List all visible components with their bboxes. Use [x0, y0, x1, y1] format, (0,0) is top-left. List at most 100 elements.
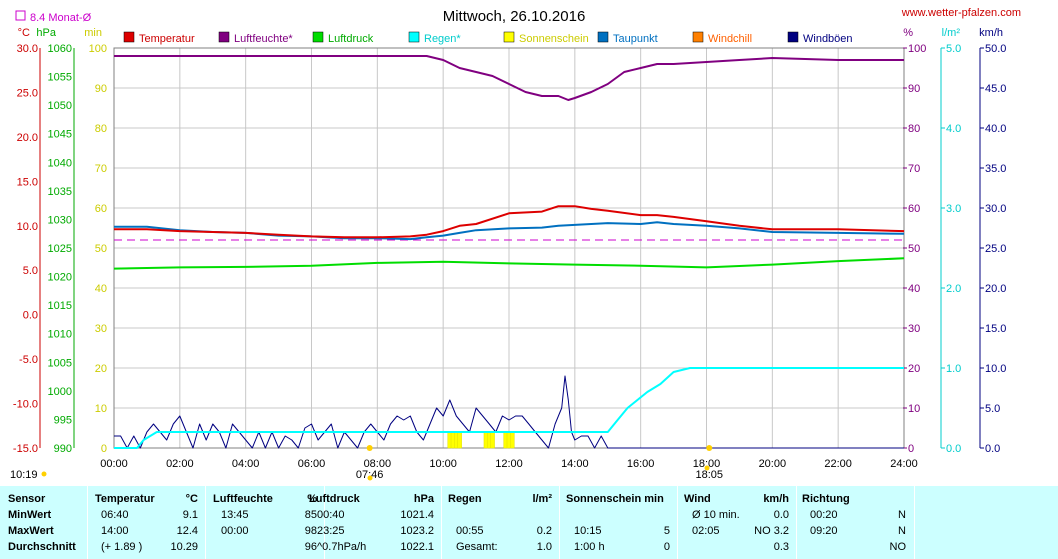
legend-swatch [312, 31, 324, 43]
tick-pct: 30 [908, 323, 920, 335]
legend-label: Temperatur [139, 33, 195, 45]
tick-min: 90 [95, 83, 107, 95]
statistics-table [0, 486, 1058, 559]
table-header-unit-1: °C [185, 493, 198, 505]
table-cell-value: 85 [304, 509, 317, 521]
table-header-3: Luftdruck [309, 493, 360, 505]
tick-min: 40 [95, 283, 107, 295]
tick-temp: 30.0 [17, 43, 38, 55]
table-divider [796, 486, 797, 559]
x-tick-label: 20:00 [759, 458, 787, 470]
axis-unit-lm2: l/m² [942, 27, 961, 39]
table-cell-value: 1.0 [536, 541, 552, 553]
tick-temp: -5.0 [19, 354, 38, 366]
table-divider [559, 486, 560, 559]
x-tick-label: 00:00 [100, 458, 128, 470]
tick-kmh: 10.0 [985, 363, 1006, 375]
axis-unit-min: min [84, 27, 102, 39]
month-avg-label: 8.4 Monat-Ø [30, 12, 92, 24]
tick-hpa: 1005 [48, 357, 72, 369]
table-header-unit-6: km/h [763, 493, 789, 505]
sunshine-bar [457, 431, 462, 449]
table-divider [205, 486, 206, 559]
tick-lm2: 3.0 [946, 203, 961, 215]
sunrise-marker [366, 445, 373, 451]
legend-label: Luftdruck [328, 33, 374, 45]
tick-min: 100 [89, 43, 107, 55]
table-header-4: Regen [448, 493, 482, 505]
table-cell-value: NO [889, 541, 907, 553]
tick-hpa: 1030 [48, 214, 72, 226]
table-cell-value: N [898, 509, 906, 521]
table-cell-time: 00:20 [810, 509, 838, 521]
tick-temp: 25.0 [17, 87, 38, 99]
tick-hpa: 1055 [48, 72, 72, 84]
tick-hpa: 1015 [48, 300, 72, 312]
tick-pct: 10 [908, 403, 920, 415]
table-header-unit-2: % [307, 493, 317, 505]
table-cell-time: 00:40 [317, 509, 345, 521]
tick-min: 50 [95, 243, 107, 255]
sunshine-bar [490, 431, 495, 449]
table-cell-time: Ø 10 min. [692, 509, 740, 521]
table-cell-value: 0.3 [773, 541, 789, 553]
table-cell-value: 0.2 [536, 525, 552, 537]
x-tick-label: 10:00 [429, 458, 457, 470]
tick-hpa: 995 [54, 414, 72, 426]
tick-lm2: 2.0 [946, 283, 961, 295]
x-tick-label: 08:00 [364, 458, 392, 470]
table-cell-value: 1022.1 [400, 541, 434, 553]
sunset-marker [706, 445, 713, 451]
series-luftdruck [113, 257, 905, 270]
tick-min: 60 [95, 203, 107, 215]
axis-unit-pct: % [903, 27, 913, 39]
tick-min: 0 [101, 443, 107, 455]
tick-hpa: 1000 [48, 386, 72, 398]
tick-temp: -15.0 [13, 443, 38, 455]
table-cell-value: 1021.4 [400, 509, 434, 521]
series-luftfeuchte [114, 55, 904, 101]
table-cell-time: ^0.7hPa/h [317, 541, 367, 553]
sunshine-bar [510, 431, 515, 449]
tick-kmh: 15.0 [985, 323, 1006, 335]
x-tick-label: 04:00 [232, 458, 260, 470]
table-cell-time: (+ 1.89 ) [101, 541, 143, 553]
table-header-unit-3: hPa [413, 493, 434, 505]
table-cell-value: 96 [304, 541, 317, 553]
series-temperatur [114, 205, 905, 239]
tick-min: 80 [95, 123, 107, 135]
table-cell-value: 98 [304, 525, 317, 537]
tick-kmh: 45.0 [985, 83, 1006, 95]
tick-temp: 20.0 [17, 132, 38, 144]
table-header-7: Richtung [802, 493, 850, 505]
axis-unit-temp: °C [18, 27, 30, 39]
table-row-label: MinWert [8, 509, 52, 521]
table-header-0: Sensor [8, 493, 46, 505]
tick-pct: 20 [908, 363, 920, 375]
legend-label: Windchill [708, 33, 752, 45]
x-tick-label: 22:00 [824, 458, 852, 470]
legend-swatch [692, 31, 704, 43]
sunset-sun-icon [704, 465, 710, 471]
table-divider [324, 486, 325, 559]
tick-pct: 80 [908, 123, 920, 135]
table-divider [441, 486, 442, 559]
table-cell-time: 13:45 [221, 509, 249, 521]
tick-lm2: 1.0 [946, 363, 961, 375]
table-cell-value: 1023.2 [400, 525, 434, 537]
table-header-6: Wind [684, 493, 711, 505]
table-cell-value: 12.4 [176, 525, 198, 537]
table-row-label: Durchschnitt [8, 541, 76, 553]
tick-hpa: 1010 [48, 329, 72, 341]
tick-hpa: 1040 [48, 157, 72, 169]
tick-kmh: 50.0 [985, 43, 1006, 55]
table-divider [677, 486, 678, 559]
tick-kmh: 40.0 [985, 123, 1006, 135]
table-row-label: MaxWert [8, 525, 54, 537]
legend-label: Taupunkt [613, 33, 658, 45]
table-cell-value: 0.0 [773, 509, 789, 521]
tick-temp: 15.0 [17, 176, 38, 188]
tick-kmh: 35.0 [985, 163, 1006, 175]
legend-swatch [218, 31, 230, 43]
tick-kmh: 25.0 [985, 243, 1006, 255]
